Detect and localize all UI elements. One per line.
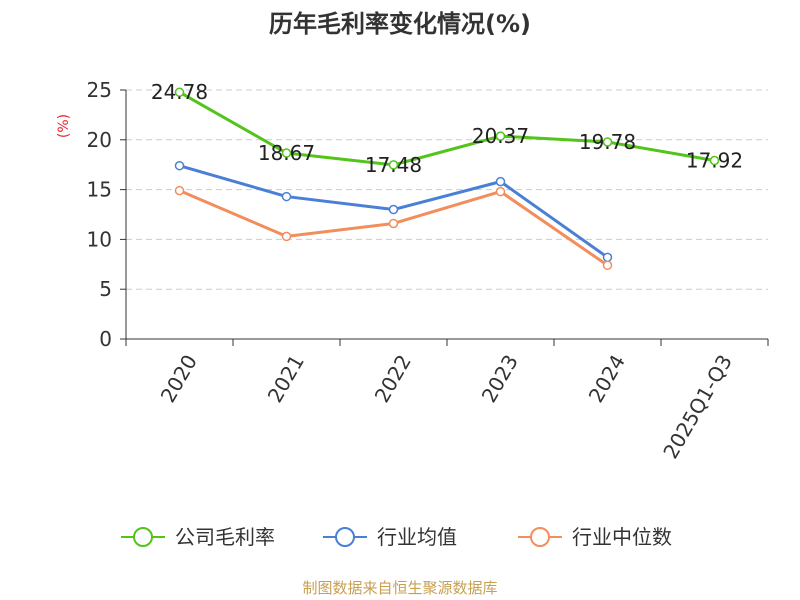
series-line-0 (178, 90, 715, 167)
data-point-0-5 (709, 155, 720, 166)
y-tick-label-15: 15 (87, 178, 112, 202)
y-tick-label-20: 20 (87, 128, 112, 152)
y-tick-label-25: 25 (87, 78, 112, 102)
series-lines (174, 87, 720, 271)
data-point-2-3 (495, 186, 506, 197)
legend-label-2: 行业中位数 (572, 525, 672, 549)
y-tick-label-0: 0 (99, 327, 112, 351)
x-tick-label-2020: 2020 (156, 351, 202, 407)
x-tick-label-2022: 2022 (370, 351, 416, 407)
legend-marker-1 (335, 527, 355, 547)
data-labels: 24.78 18.67 17.48 20.37 19.78 17.92 (151, 80, 743, 177)
x-tick-label-2025Q1-Q3: 2025Q1-Q3 (658, 351, 737, 463)
y-tick-label-10: 10 (87, 227, 112, 251)
data-point-2-4 (602, 260, 613, 271)
data-point-1-3 (495, 176, 506, 187)
data-point-2-0 (174, 185, 185, 196)
legend-marker-0 (133, 527, 153, 547)
y-axis-unit-label: (%) (56, 114, 72, 138)
data-label-0-0: 24.78 (151, 80, 208, 104)
data-point-2-2 (388, 218, 399, 229)
data-point-1-2 (388, 204, 399, 215)
data-point-1-1 (281, 191, 292, 202)
data-point-0-4 (602, 137, 613, 147)
x-tick-label-2024: 2024 (584, 351, 630, 407)
chart-title: 历年毛利率变化情况(%) (269, 10, 531, 38)
data-label-0-2: 17.48 (365, 153, 422, 177)
data-point-1-0 (174, 160, 185, 171)
y-tick-labels: 0 5 10 15 20 25 (87, 78, 112, 351)
data-point-0-1 (281, 148, 292, 158)
data-point-2-1 (281, 231, 292, 242)
x-tick-label-2023: 2023 (477, 351, 523, 407)
legend-marker-2 (530, 527, 550, 547)
data-label-0-3: 20.37 (472, 124, 529, 148)
x-tick-labels: 2020 2021 2022 2023 2024 2025Q1-Q3 (156, 351, 737, 463)
legend-label-0: 公司毛利率 (175, 525, 275, 549)
data-label-0-4: 19.78 (579, 130, 636, 154)
data-point-0-0 (174, 87, 185, 97)
source-note: 制图数据来自恒生聚源数据库 (302, 579, 497, 597)
legend: 公司毛利率 行业均值 行业中位数 (121, 525, 672, 549)
data-point-0-3 (495, 131, 506, 141)
axes (120, 89, 769, 346)
data-label-0-1: 18.67 (258, 141, 315, 165)
y-tick-label-5: 5 (99, 277, 112, 301)
gridlines (126, 89, 768, 290)
data-point-1-4 (602, 252, 613, 263)
legend-label-1: 行业均值 (377, 525, 457, 549)
x-tick-label-2021: 2021 (263, 351, 309, 407)
data-point-0-2 (388, 160, 399, 170)
data-label-0-5: 17.92 (686, 149, 743, 173)
